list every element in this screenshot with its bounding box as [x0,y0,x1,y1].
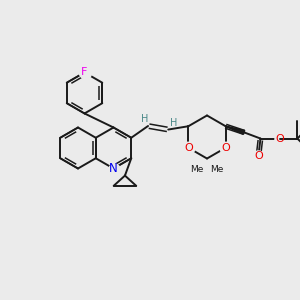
Text: H: H [141,114,149,124]
Text: H: H [169,118,177,128]
Text: O: O [221,143,230,153]
Text: Me: Me [190,165,204,174]
Text: Me: Me [210,165,224,174]
Text: N: N [109,162,118,175]
Text: O: O [184,143,193,153]
Text: O: O [276,134,284,143]
Text: F: F [81,68,88,77]
Polygon shape [226,126,245,134]
Text: O: O [254,151,263,161]
